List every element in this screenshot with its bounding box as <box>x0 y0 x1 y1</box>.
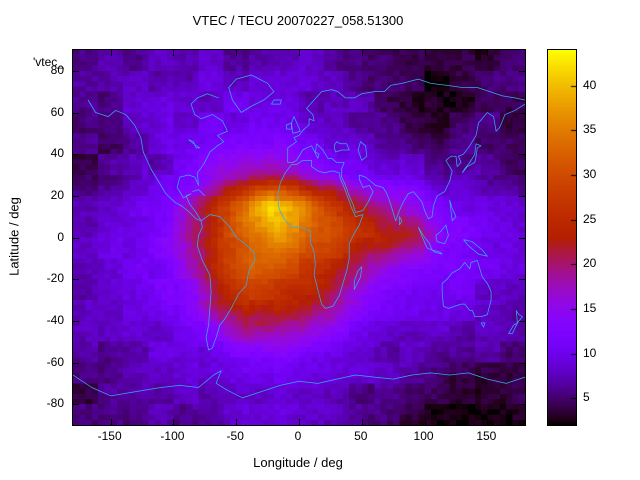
colorbar-tick-label: 30 <box>583 167 597 181</box>
x-tick-label: -100 <box>160 429 185 443</box>
vtec-heatmap-canvas <box>73 50 525 425</box>
colorbar-tick-label: 10 <box>583 345 597 360</box>
y-tick-label: -20 <box>46 271 64 286</box>
y-tick-label: 40 <box>50 146 64 161</box>
plot-area <box>72 49 526 426</box>
y-tick-label: -80 <box>46 396 64 411</box>
x-tick-label: 100 <box>413 429 434 443</box>
x-tick-label: 50 <box>354 429 368 443</box>
x-tick-label: -50 <box>226 429 244 443</box>
colorbar-tick-label: 35 <box>583 122 597 137</box>
y-tick-label: 60 <box>50 104 64 119</box>
x-axis-label: Longitude / deg <box>253 455 343 470</box>
legend-key-label: 'vtec_ <box>33 55 64 69</box>
y-tick-label: -60 <box>46 354 64 369</box>
colorbar-tick-label: 25 <box>583 211 597 226</box>
colorbar-tick-label: 20 <box>583 256 597 271</box>
colorbar-tick-label: 15 <box>583 300 597 315</box>
x-tick-label: 0 <box>294 429 302 443</box>
y-tick-label: 80 <box>50 62 64 77</box>
colorbar <box>547 49 577 426</box>
colorbar-gradient-canvas <box>548 50 576 425</box>
y-tick-label: 0 <box>57 229 64 244</box>
x-tick-label: 150 <box>476 429 497 443</box>
colorbar-tick-label: 40 <box>583 77 597 92</box>
y-tick-label: -40 <box>46 312 64 327</box>
colorbar-tick-label: 5 <box>583 390 590 405</box>
x-tick-label: -150 <box>97 429 122 443</box>
chart-title: VTEC / TECU 20070227_058.51300 <box>192 13 404 28</box>
y-tick-label: 20 <box>50 187 64 202</box>
